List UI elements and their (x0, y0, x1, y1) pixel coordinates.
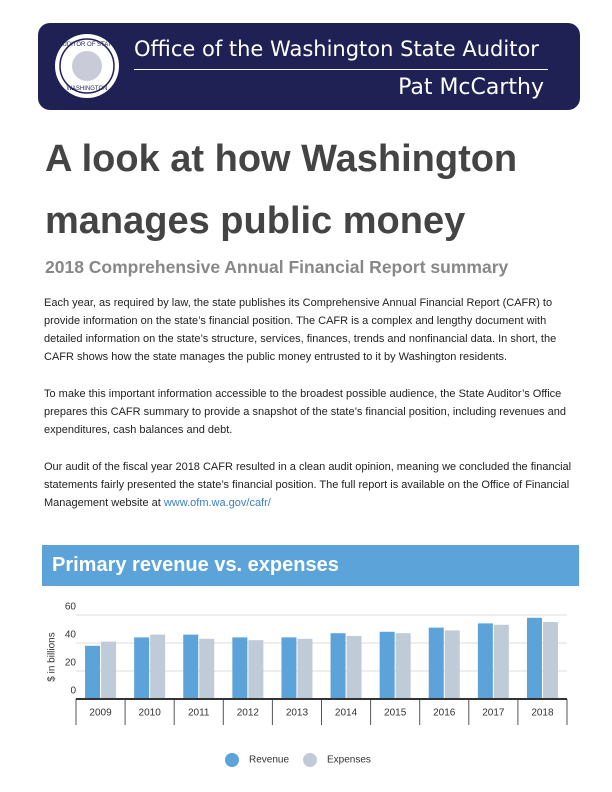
title: A look at how Washington manages public … (45, 138, 518, 242)
paragraph: Each year, as required by law, the state… (44, 297, 557, 363)
x-tick-label: 2015 (384, 708, 407, 719)
chart-header: Primary revenue vs. expenses (42, 545, 579, 586)
seal: AUDITOR OF STATE WASHINGTON (55, 34, 119, 98)
body: Each year, as required by law, the state… (44, 294, 576, 532)
x-tick-label: 2017 (482, 708, 505, 719)
bar (379, 631, 395, 699)
bar (183, 634, 199, 699)
chart-title: Primary revenue vs. expenses (52, 554, 339, 576)
bar (85, 645, 101, 699)
y-tick-label: 60 (65, 602, 77, 613)
x-tick-label: 2016 (433, 708, 456, 719)
bar (134, 637, 150, 699)
legend-label: Revenue (249, 755, 289, 766)
x-tick-label: 2009 (89, 708, 112, 719)
auditor-name: Pat McCarthy (398, 75, 544, 100)
x-tick-label: 2013 (286, 708, 309, 719)
x-tick-label: 2011 (188, 708, 210, 719)
bar (150, 634, 166, 699)
x-tick-label: 2014 (335, 708, 358, 719)
chart: 0 20 40 60 $ in billions 2009 2010 2011 2012 2013… (47, 602, 568, 767)
bar (101, 641, 117, 699)
seal-bottom: WASHINGTON (66, 86, 107, 92)
y-tick-label: 40 (65, 630, 77, 641)
x-tick-label: 2018 (531, 708, 554, 719)
rule (134, 69, 548, 70)
y-axis-label: $ in billions (47, 632, 58, 681)
text: Our audit of the fiscal year 2018 CAFR r… (44, 461, 572, 509)
bar (232, 637, 248, 699)
legend-label: Expenses (327, 755, 371, 766)
bar (395, 633, 411, 699)
y-tick-label: 20 (65, 658, 77, 669)
bar (542, 622, 558, 699)
subtitle: 2018 Comprehensive Annual Financial Repo… (45, 257, 509, 277)
bar (477, 623, 493, 699)
legend-swatch (225, 753, 239, 767)
bar (330, 633, 346, 699)
bar (248, 640, 264, 699)
paragraph: Our audit of the fiscal year 2018 CAFR r… (44, 458, 576, 512)
x-tick-label: 2012 (237, 708, 260, 719)
legend-swatch (303, 753, 317, 767)
office: Office of the Washington State Auditor (134, 37, 539, 61)
y-tick-label: 0 (70, 686, 76, 697)
bar (444, 630, 460, 699)
bar (199, 638, 215, 699)
banner: AUDITOR OF STATE WASHINGTON Office of th… (38, 23, 580, 110)
link[interactable]: www.ofm.wa.gov/cafr/ (163, 497, 271, 509)
bar (526, 617, 542, 699)
bar (428, 627, 444, 699)
seal-top: AUDITOR OF STATE (58, 42, 115, 48)
bar (493, 624, 509, 699)
bar (346, 636, 362, 699)
bar (281, 637, 297, 699)
paragraph: To make this important information acces… (44, 388, 566, 436)
x-tick-label: 2010 (139, 708, 162, 719)
bar (297, 638, 313, 699)
